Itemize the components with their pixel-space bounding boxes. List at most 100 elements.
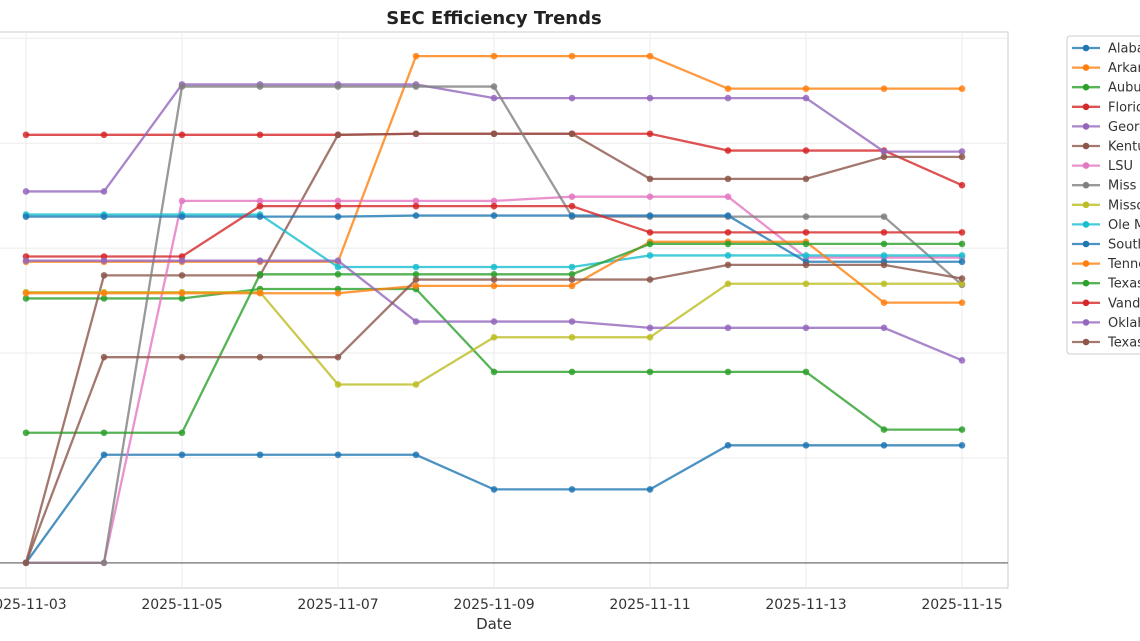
data-point	[178, 213, 186, 220]
data-point	[646, 486, 654, 493]
data-point	[256, 257, 264, 264]
data-point	[100, 289, 108, 297]
data-point	[646, 94, 654, 102]
data-point	[646, 276, 654, 283]
series-alabama	[22, 442, 966, 567]
data-point	[880, 213, 888, 220]
data-point	[490, 52, 498, 60]
data-point	[412, 197, 420, 205]
data-point	[724, 442, 732, 449]
data-point	[958, 299, 966, 306]
data-point	[958, 229, 966, 236]
legend-label: Texas A&M	[1107, 336, 1140, 351]
legend-entry: Arkansas	[1072, 61, 1140, 76]
data-point	[334, 451, 342, 459]
plot-area	[0, 31, 1009, 589]
legend-marker	[1082, 221, 1090, 228]
legend-marker	[1082, 201, 1090, 209]
legend-entry: South Carolina	[1072, 238, 1140, 253]
data-point	[646, 212, 654, 219]
data-point	[646, 252, 654, 259]
data-point	[22, 429, 30, 437]
data-point	[256, 197, 264, 205]
legend-marker	[1082, 181, 1090, 189]
data-point	[412, 130, 420, 138]
legend-label: South Carolina	[1108, 238, 1140, 253]
legend-label: Alabama	[1108, 42, 1140, 57]
legend-marker	[1082, 142, 1090, 150]
data-point	[412, 381, 420, 388]
data-point	[490, 333, 498, 341]
legend-label: Ole Miss	[1108, 218, 1140, 233]
data-point	[490, 318, 498, 325]
data-point	[178, 353, 186, 361]
data-point	[802, 368, 810, 376]
x-tick-label: 2025-11-13	[765, 597, 846, 613]
data-point	[256, 213, 264, 220]
legend-entry: Texas A&M	[1072, 336, 1140, 351]
legend-entry: Oklahoma	[1072, 316, 1140, 331]
legend-marker	[1082, 123, 1090, 130]
data-point	[334, 197, 342, 205]
legend-entry: Tennessee	[1072, 257, 1140, 272]
data-point	[334, 131, 342, 139]
data-point	[22, 131, 30, 139]
data-point	[412, 212, 420, 219]
chart-title: SEC Efficiency Trends	[386, 8, 601, 29]
data-point	[724, 280, 732, 288]
data-point	[646, 130, 654, 138]
data-point	[958, 426, 966, 433]
data-point	[100, 451, 108, 459]
data-point	[256, 353, 264, 361]
data-point	[490, 271, 498, 278]
data-point	[568, 368, 576, 376]
data-point	[568, 282, 576, 290]
data-point	[412, 263, 420, 271]
legend-label: Auburn	[1108, 81, 1140, 96]
data-point	[802, 324, 810, 332]
data-point	[958, 442, 966, 449]
data-point	[568, 94, 576, 102]
data-point	[724, 252, 732, 259]
legend-entry: Missouri	[1072, 198, 1140, 213]
legend-entry: Georgia	[1072, 120, 1140, 135]
data-point	[958, 181, 966, 189]
data-point	[802, 213, 810, 220]
data-point	[334, 289, 342, 297]
data-point	[958, 275, 966, 282]
data-point	[256, 271, 264, 278]
legend-label: Vanderbilt	[1108, 296, 1140, 311]
data-point	[334, 213, 342, 220]
data-point	[256, 451, 264, 459]
x-tick-label: 2025-11-07	[297, 597, 378, 613]
data-point	[178, 197, 186, 205]
data-point	[490, 263, 498, 271]
data-point	[802, 175, 810, 183]
data-point	[802, 280, 810, 288]
data-point	[646, 52, 654, 60]
data-point	[958, 258, 966, 266]
data-point	[490, 130, 498, 138]
data-point	[412, 276, 420, 283]
data-point	[256, 202, 264, 210]
data-point	[100, 272, 108, 279]
data-point	[802, 94, 810, 102]
data-point	[724, 94, 732, 102]
data-point	[958, 240, 966, 248]
legend-label: Texas	[1107, 277, 1140, 292]
legend-entry: Vanderbilt	[1072, 296, 1140, 311]
data-point	[568, 318, 576, 325]
data-point	[646, 324, 654, 332]
data-point	[490, 83, 498, 90]
data-point	[334, 271, 342, 278]
data-point	[568, 263, 576, 271]
data-point	[178, 289, 186, 297]
legend-marker	[1082, 319, 1090, 326]
legend-label: Kentucky	[1108, 140, 1140, 155]
data-point	[22, 559, 30, 567]
data-point	[22, 188, 30, 195]
data-point	[334, 83, 342, 90]
data-point	[568, 276, 576, 283]
data-point	[646, 333, 654, 341]
